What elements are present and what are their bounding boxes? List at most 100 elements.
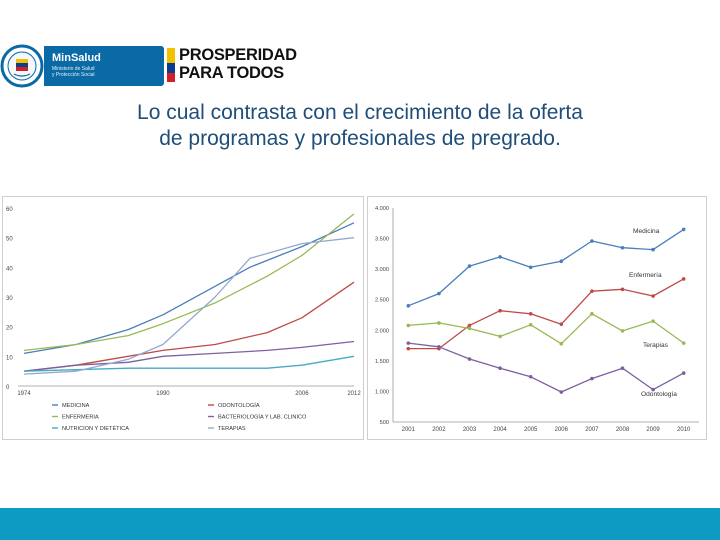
y-tick-label: 40 [6,266,13,272]
data-point-enfermeria [651,294,655,298]
y-tick-label: 60 [6,207,13,213]
prosperidad-line2: PARA TODOS [179,64,284,82]
minsalud-subtitle-line1: Ministerio de Salud [52,66,95,72]
legend-label-enfermeria: ENFERMERIA [62,415,99,421]
y-tick-label: 10 [6,355,13,361]
data-point-odontologia [406,341,411,345]
data-point-odontologia [590,376,594,381]
data-point-odontologia [559,390,564,394]
legend-label-odontologia: ODONTOLOGÍA [218,402,260,409]
x-tick-label: 2012 [347,391,361,397]
y-tick-label: 4.000 [375,206,389,212]
data-point-medicina [651,247,655,252]
footer-bar [0,508,720,540]
y-tick-label: 1.500 [375,359,389,365]
data-point-terapias [498,334,502,339]
data-point-enfermeria [406,346,411,351]
y-tick-label: 20 [6,326,13,332]
data-point-odontologia [681,371,686,375]
data-point-terapias [590,311,594,316]
y-tick-label: 3.500 [375,237,389,243]
series-line-terapias [408,313,685,345]
y-tick-label: 3.000 [375,267,389,273]
y-tick-label: 50 [6,237,13,243]
data-point-medicina [406,304,411,308]
slide-title-line2: de programas y profesionales de pregrado… [159,127,561,150]
data-point-medicina [590,239,594,243]
data-point-terapias [528,322,533,327]
data-point-medicina [467,264,472,268]
y-tick-label: 2.000 [375,328,389,334]
prosperidad-logo: PROSPERIDAD PARA TODOS [167,46,302,86]
x-tick-label: 2003 [463,427,477,433]
slide-title-line1: Lo cual contrasta con el crecimiento de … [137,101,583,124]
series-line-odontologia [23,281,355,372]
y-tick-label: 1.000 [375,389,389,395]
series-label-enfermeria: Enfermería [629,272,662,279]
chart-frame [2,196,364,440]
minsalud-title: MinSalud [52,52,101,64]
series-line-enfermeria [408,278,685,350]
x-tick-label: 1990 [156,391,170,397]
data-point-odontologia [467,357,472,361]
data-point-terapias [437,321,441,325]
series-line-medicina [23,222,355,355]
data-point-terapias [406,323,411,328]
minsalud-subtitle-line2: y Protección Social [52,72,95,78]
data-point-medicina [559,259,564,263]
series-line-terapias [23,237,355,375]
y-tick-label: 500 [380,420,389,426]
data-point-enfermeria [498,308,502,313]
slide-title: Lo cual contrasta con el crecimiento de … [40,100,680,152]
series-line-odontologia [408,342,685,393]
minsalud-logo: MinSalud Ministerio de Salud y Protecció… [44,46,164,86]
legend-label-nutricion-y-dietetica: NUTRICION Y DIETÉTICA [62,425,129,432]
prosperidad-line1: PROSPERIDAD [179,46,297,64]
data-point-enfermeria [559,322,564,326]
series-line-bacteriologia-y-lab-clinico [23,340,355,372]
data-point-odontologia [651,387,655,392]
colombia-flag-bars-icon [167,48,175,82]
data-point-enfermeria [528,311,533,316]
data-point-medicina [620,245,625,250]
x-tick-label: 2010 [677,427,691,433]
x-tick-label: 2004 [493,427,507,433]
data-point-terapias [620,329,625,333]
chart-frame [367,196,707,440]
data-point-odontologia [498,366,502,370]
data-point-medicina [437,291,441,296]
data-point-enfermeria [467,323,472,328]
series-label-terapias: Terapias [643,342,669,349]
x-tick-label: 2001 [402,427,416,433]
data-point-terapias [681,341,686,345]
series-label-medicina: Medicina [633,228,660,235]
colombia-seal-icon [0,44,44,88]
programs-growth-chart: 0 10 20 30 40 50 60 1974 1990 2006 2012 MEDICINA ODO… [2,196,364,440]
data-point-enfermeria [681,277,686,281]
y-tick-label: 0 [6,385,10,391]
legend-label-medicina: MEDICINA [62,403,90,409]
data-point-terapias [467,326,472,331]
data-point-terapias [559,341,564,346]
series-line-enfermeria [23,213,355,352]
x-tick-label: 2005 [524,427,538,433]
data-point-medicina [681,227,686,232]
minsalud-subtitle: Ministerio de Salud y Protección Social [52,66,95,78]
data-point-medicina [528,265,533,270]
legend-label-bacteriologia-y-lab-clinico: BACTERIOLOGÍA Y LAB. CLINICO [218,414,307,421]
data-point-terapias [651,319,655,323]
x-tick-label: 1974 [17,391,31,397]
x-tick-label: 2009 [646,427,660,433]
series-label-odontologia: Odontología [641,391,677,398]
x-tick-label: 2006 [555,427,569,433]
graduates-trend-chart: 500 1.000 1.500 2.000 2.500 3.000 3.500 4.000 20… [367,196,707,440]
series-line-medicina [408,228,685,307]
data-point-enfermeria [620,287,625,292]
x-tick-label: 2006 [295,391,309,397]
y-tick-label: 30 [6,296,13,302]
data-point-medicina [498,255,502,259]
data-point-odontologia [620,366,625,370]
data-point-odontologia [437,344,441,349]
legend-label-terapias: TERAPIAS [218,426,246,432]
data-point-odontologia [528,374,533,379]
